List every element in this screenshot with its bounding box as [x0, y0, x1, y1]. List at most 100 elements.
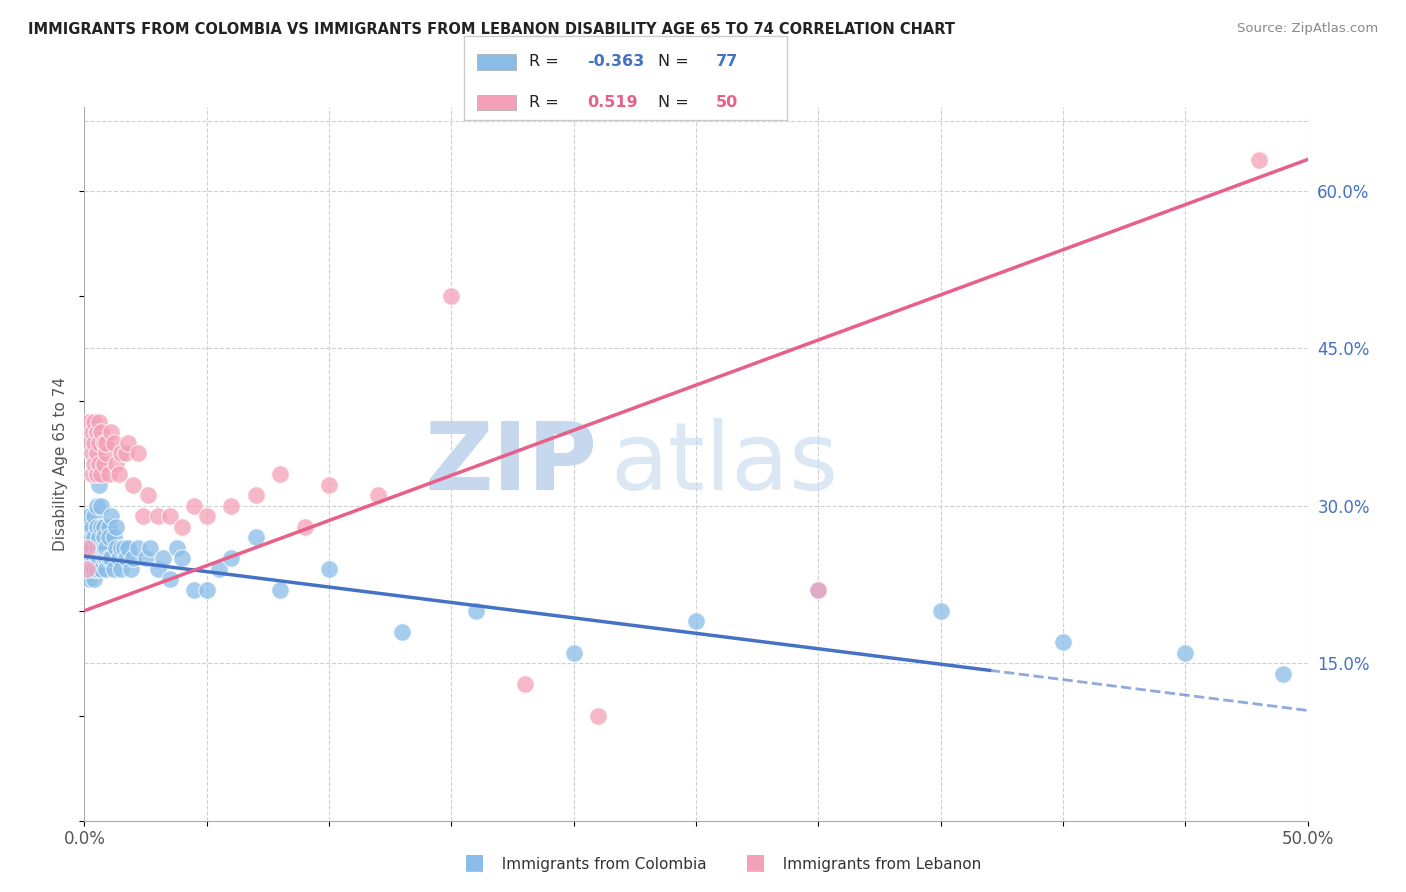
Text: 50: 50	[716, 95, 738, 110]
Point	[562, 646, 585, 660]
Point	[269, 582, 291, 597]
Point	[294, 520, 316, 534]
Point	[76, 541, 98, 555]
Point	[77, 509, 100, 524]
Point	[391, 624, 413, 639]
Point	[90, 425, 112, 440]
Point	[97, 530, 120, 544]
Point	[120, 562, 142, 576]
Point	[96, 541, 118, 555]
Point	[90, 541, 112, 555]
Point	[77, 435, 100, 450]
Point	[159, 572, 181, 586]
Point	[83, 435, 105, 450]
Point	[513, 677, 536, 691]
Point	[195, 509, 218, 524]
Point	[93, 457, 115, 471]
Point	[87, 435, 110, 450]
Point	[83, 530, 105, 544]
Text: IMMIGRANTS FROM COLOMBIA VS IMMIGRANTS FROM LEBANON DISABILITY AGE 65 TO 74 CORR: IMMIGRANTS FROM COLOMBIA VS IMMIGRANTS F…	[28, 22, 955, 37]
Point	[1052, 635, 1074, 649]
Point	[440, 289, 463, 303]
Point	[86, 520, 108, 534]
Point	[96, 562, 118, 576]
Point	[110, 541, 132, 555]
Point	[87, 457, 110, 471]
Point	[146, 509, 169, 524]
Point	[107, 551, 129, 566]
Point	[86, 446, 108, 460]
Point	[195, 582, 218, 597]
Point	[105, 541, 128, 555]
Point	[83, 551, 105, 566]
Point	[90, 562, 112, 576]
Point	[132, 509, 155, 524]
Text: ■: ■	[464, 853, 485, 872]
Point	[80, 467, 103, 482]
Point	[97, 520, 120, 534]
Point	[93, 435, 115, 450]
Text: 77: 77	[716, 54, 738, 70]
Point	[110, 562, 132, 576]
Point	[464, 604, 486, 618]
Point	[77, 541, 100, 555]
Point	[122, 478, 145, 492]
Y-axis label: Disability Age 65 to 74: Disability Age 65 to 74	[53, 376, 69, 551]
Point	[86, 541, 108, 555]
Point	[96, 446, 118, 460]
Point	[219, 551, 242, 566]
Text: N =: N =	[658, 95, 695, 110]
Text: Immigrants from Colombia: Immigrants from Colombia	[492, 857, 707, 872]
Point	[80, 562, 103, 576]
Point	[83, 457, 105, 471]
Point	[86, 551, 108, 566]
Point	[807, 582, 830, 597]
Point	[685, 614, 707, 628]
Point	[100, 425, 122, 440]
Point	[115, 551, 138, 566]
Point	[87, 551, 110, 566]
Text: atlas: atlas	[610, 417, 838, 510]
Point	[318, 562, 340, 576]
Point	[183, 582, 205, 597]
Text: N =: N =	[658, 54, 695, 70]
Text: -0.363: -0.363	[586, 54, 644, 70]
Point	[127, 541, 149, 555]
Point	[77, 520, 100, 534]
Point	[1272, 666, 1295, 681]
Point	[807, 582, 830, 597]
Text: 0.519: 0.519	[586, 95, 637, 110]
Point	[105, 520, 128, 534]
Text: ■: ■	[745, 853, 766, 872]
Point	[90, 467, 112, 482]
Point	[117, 435, 139, 450]
Point	[76, 562, 98, 576]
Point	[80, 520, 103, 534]
Point	[90, 499, 112, 513]
Point	[107, 467, 129, 482]
Point	[83, 562, 105, 576]
Text: R =: R =	[529, 95, 564, 110]
Point	[103, 435, 125, 450]
Point	[93, 530, 115, 544]
Point	[152, 551, 174, 566]
Point	[105, 457, 128, 471]
Text: R =: R =	[529, 54, 564, 70]
Point	[76, 530, 98, 544]
Point	[139, 541, 162, 555]
Point	[93, 541, 115, 555]
Point	[929, 604, 952, 618]
Point	[87, 478, 110, 492]
Point	[146, 562, 169, 576]
Point	[122, 551, 145, 566]
Point	[112, 541, 135, 555]
Point	[1247, 153, 1270, 167]
Point	[83, 509, 105, 524]
Point	[219, 499, 242, 513]
Point	[103, 530, 125, 544]
Point	[245, 488, 267, 502]
Point	[96, 435, 118, 450]
Point	[80, 541, 103, 555]
Point	[83, 572, 105, 586]
Point	[80, 446, 103, 460]
